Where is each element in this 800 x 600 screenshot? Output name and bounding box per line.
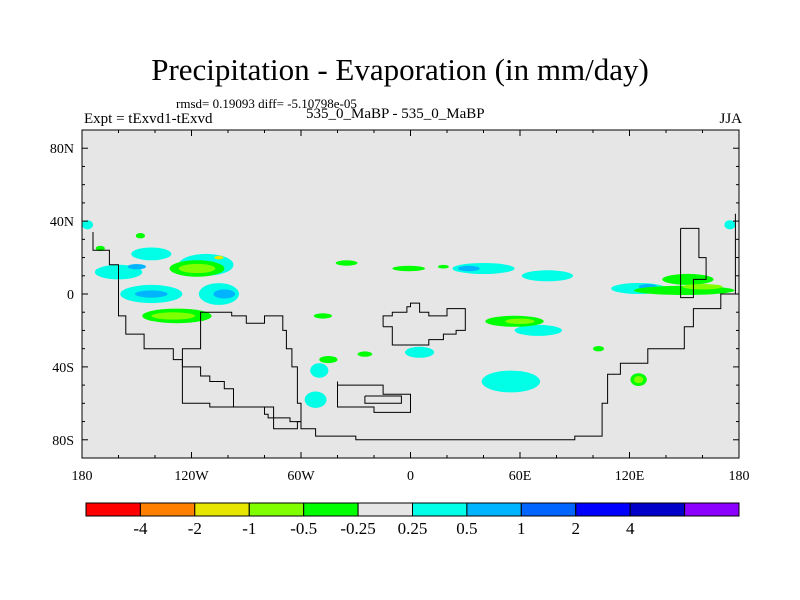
colorbar-box-6 bbox=[412, 502, 468, 517]
y-tick-label-3: 40S bbox=[52, 361, 74, 376]
experiment-label: Expt = tExvd1-tExvd bbox=[84, 111, 213, 127]
anomaly-region-9 bbox=[514, 324, 562, 336]
x-tick-label-6: 180 bbox=[729, 469, 750, 484]
y-tick-label-4: 80S bbox=[52, 434, 74, 449]
colorbar-label-7: 1 bbox=[517, 519, 526, 538]
y-tick-label-2: 0 bbox=[67, 288, 74, 303]
landmask-outline-0 bbox=[92, 213, 736, 441]
landmask-outline-3 bbox=[337, 381, 411, 413]
anomaly-region-14 bbox=[724, 220, 736, 230]
landmask-outline-4 bbox=[364, 395, 402, 404]
colorbar-box-11 bbox=[684, 502, 740, 517]
colorbar-box-7 bbox=[466, 502, 522, 517]
colorbar-box-3 bbox=[248, 502, 305, 517]
landmask-outline-1 bbox=[181, 311, 302, 430]
anomaly-region-11 bbox=[310, 363, 329, 378]
anomaly-region-35 bbox=[178, 263, 216, 274]
anomaly-region-7 bbox=[521, 270, 574, 282]
colorbar-label-9: 4 bbox=[626, 519, 635, 538]
colorbar-label-2: -1 bbox=[242, 519, 256, 538]
anomaly-region-33 bbox=[437, 264, 449, 269]
landmask-outline-2 bbox=[382, 302, 466, 346]
colorbar-box-2 bbox=[194, 502, 250, 517]
y-tick-label-1: 40N bbox=[50, 215, 74, 230]
colorbar-box-4 bbox=[303, 502, 359, 517]
anomaly-region-27 bbox=[392, 265, 426, 272]
anomaly-region-6 bbox=[452, 263, 515, 274]
anomaly-region-17 bbox=[127, 264, 146, 270]
anomaly-region-16 bbox=[213, 289, 236, 299]
colorbar-box-5 bbox=[357, 502, 414, 517]
anomaly-region-24 bbox=[662, 273, 714, 285]
x-tick-label-4: 60E bbox=[509, 469, 532, 484]
anomaly-region-31 bbox=[95, 245, 105, 252]
x-tick-label-5: 120E bbox=[615, 469, 645, 484]
anomaly-region-38 bbox=[682, 284, 723, 290]
season-label: JJA bbox=[719, 111, 742, 127]
anomaly-region-37 bbox=[505, 318, 535, 324]
landmask-outline-5 bbox=[680, 227, 707, 299]
anomaly-region-28 bbox=[319, 356, 338, 364]
colorbar-label-6: 0.5 bbox=[456, 519, 477, 538]
anomaly-region-15 bbox=[134, 290, 168, 298]
anomaly-region-18 bbox=[458, 265, 480, 272]
chart-title: Precipitation - Evaporation (in mm/day) bbox=[151, 52, 649, 87]
colorbar-box-10 bbox=[629, 502, 686, 517]
colorbar-label-1: -2 bbox=[188, 519, 202, 538]
anomaly-region-32 bbox=[135, 233, 145, 239]
colorbar-label-4: -0.25 bbox=[340, 519, 375, 538]
anomaly-region-34 bbox=[593, 346, 604, 352]
anomaly-region-13 bbox=[481, 370, 541, 393]
anomaly-region-40 bbox=[214, 255, 224, 260]
colorbar-box-8 bbox=[520, 502, 577, 517]
colorbar-label-8: 2 bbox=[572, 519, 581, 538]
x-tick-label-0: 180 bbox=[72, 469, 93, 484]
colorbar-label-5: 0.25 bbox=[398, 519, 428, 538]
colorbar-box-0 bbox=[85, 502, 141, 517]
anomaly-region-29 bbox=[357, 351, 373, 357]
anomaly-region-36 bbox=[151, 312, 196, 320]
colorbar-box-9 bbox=[575, 502, 631, 517]
x-tick-label-1: 120W bbox=[174, 469, 209, 484]
anomaly-region-10 bbox=[405, 346, 435, 358]
anomaly-region-12 bbox=[304, 391, 327, 408]
anomaly-region-30 bbox=[313, 313, 332, 319]
colorbar-label-0: -4 bbox=[133, 519, 148, 538]
x-tick-label-3: 0 bbox=[407, 469, 414, 484]
case-label: 535_0_MaBP - 535_0_MaBP bbox=[306, 106, 485, 122]
y-tick-label-0: 80N bbox=[50, 142, 74, 157]
anomaly-region-26 bbox=[335, 260, 358, 266]
colorbar-label-3: -0.5 bbox=[290, 519, 317, 538]
anomaly-region-1 bbox=[131, 247, 172, 261]
colorbar-box-1 bbox=[139, 502, 196, 517]
stats-label: rmsd= 0.19093 diff= -5.10798e-05 bbox=[176, 96, 357, 111]
anomaly-region-5 bbox=[82, 220, 93, 230]
x-tick-label-2: 60W bbox=[287, 469, 315, 484]
anomaly-region-39 bbox=[634, 376, 644, 384]
